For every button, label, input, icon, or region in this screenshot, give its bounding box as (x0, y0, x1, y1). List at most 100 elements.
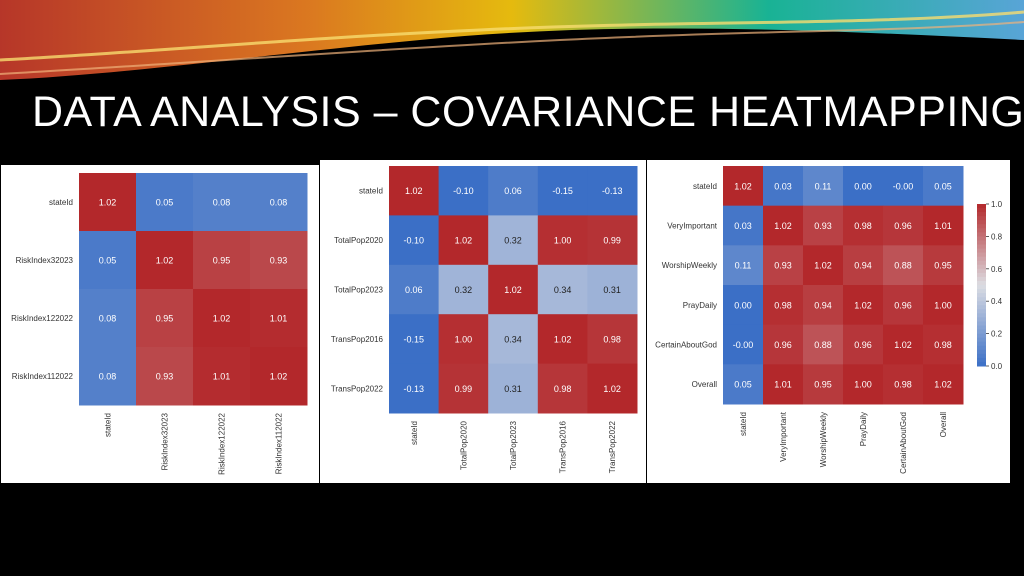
heatmap-cell (79, 173, 137, 232)
cell-value-label: 0.34 (504, 334, 522, 344)
heatmap-cell (79, 231, 137, 290)
heatmap-cell (883, 285, 924, 326)
cell-value-label: -0.00 (893, 181, 914, 191)
cell-value-label: -0.13 (602, 186, 623, 196)
colorbar-segment (977, 357, 986, 363)
heatmap-cell (250, 347, 308, 406)
x-tick-label: RiskIndex122022 (218, 412, 227, 474)
heatmap-cell (136, 173, 194, 232)
heatmap-cell (763, 245, 804, 286)
cell-value-label: 0.95 (934, 261, 952, 271)
colorbar-segment (977, 212, 986, 217)
colorbar-segment (977, 349, 986, 355)
heatmap-risk-index: 1.02 0.05 0.08 0.08 0.05 1.02 0.95 0.93 0.08 0.95… (11, 173, 308, 475)
heatmap-cell (923, 324, 964, 365)
colorbar-tick-label: 0.8 (991, 232, 1003, 241)
heatmap-cell (136, 231, 194, 290)
colorbar-segment (977, 305, 986, 310)
heatmap-cell (389, 314, 440, 365)
heatmap-cell (723, 324, 764, 365)
cell-value-label: 1.00 (554, 236, 572, 246)
heatmap-cell (923, 245, 964, 286)
colorbar-segment (977, 280, 986, 286)
cell-value-label: 1.01 (270, 314, 288, 324)
cell-value-label: 0.96 (894, 221, 912, 231)
heatmap-cell (923, 166, 964, 207)
cell-value-label: 0.08 (213, 198, 231, 208)
heatmap-cell (723, 285, 764, 326)
x-tick-label: Overall (939, 412, 948, 438)
heatmap-cell (389, 264, 440, 315)
slide-title: DATA ANALYSIS – COVARIANCE HEATMAPPING (32, 88, 1024, 136)
heatmap-cell (763, 166, 804, 207)
colorbar-segment (977, 293, 986, 298)
heatmap-cell (136, 347, 194, 406)
cell-value-label: 0.34 (554, 285, 572, 295)
heatmap-cell (843, 166, 884, 207)
colorbar-segment (977, 329, 986, 335)
heatmap-religion: 1.02 0.03 0.11 0.00 -0.00 0.05 0.03 1.02 0.93 0.9… (655, 166, 1003, 474)
cell-value-label: -0.15 (552, 186, 573, 196)
cell-value-label: 1.02 (270, 372, 288, 382)
heatmap-cell (250, 173, 308, 232)
cell-value-label: 1.02 (156, 256, 174, 266)
cell-value-label: 0.94 (854, 261, 872, 271)
cell-value-label: 1.00 (455, 334, 473, 344)
cell-value-label: 1.02 (455, 236, 473, 246)
heatmap-cell (537, 215, 588, 266)
colorbar-segment (977, 276, 986, 282)
heatmap-cell (136, 289, 194, 348)
heatmap-panel-religion: 1.02 0.03 0.11 0.00 -0.00 0.05 0.03 1.02 0.93 0.9… (647, 160, 1010, 483)
cell-value-label: 0.98 (554, 384, 572, 394)
cell-value-label: 1.02 (894, 340, 912, 350)
heatmap-cell (79, 347, 137, 406)
decorative-banner (0, 0, 1024, 80)
y-tick-label: CertainAboutGod (655, 341, 717, 350)
cell-value-label: 0.08 (99, 372, 117, 382)
heatmap-cell (587, 363, 638, 414)
y-tick-label: stateId (359, 187, 383, 196)
heatmap-cell (883, 205, 924, 246)
cell-value-label: 0.05 (934, 181, 952, 191)
colorbar-segment (977, 252, 986, 258)
heatmap-cell (723, 245, 764, 286)
cell-value-label: 0.05 (99, 256, 117, 266)
heatmap-cell (923, 285, 964, 326)
x-tick-label: TotalPop2020 (459, 420, 468, 469)
heatmap-cell (803, 166, 844, 207)
colorbar-segment (977, 317, 986, 322)
cell-value-label: 0.99 (603, 236, 621, 246)
heatmap-cell (587, 264, 638, 315)
cell-value-label: 1.02 (554, 334, 572, 344)
colorbar-segment (977, 208, 986, 213)
cell-value-label: 0.95 (156, 314, 174, 324)
y-tick-label: TotalPop2023 (334, 286, 383, 295)
y-tick-label: TransPop2016 (331, 335, 384, 344)
colorbar-tick-label: 0.2 (991, 330, 1003, 339)
colorbar-segment (977, 285, 986, 290)
cell-value-label: 0.00 (854, 181, 872, 191)
cell-value-label: 0.95 (814, 380, 832, 390)
cell-value-label: 1.00 (934, 300, 952, 310)
cell-value-label: 1.00 (854, 380, 872, 390)
cell-value-label: 0.98 (894, 380, 912, 390)
cell-value-label: 0.96 (854, 340, 872, 350)
colorbar-segment (977, 248, 986, 254)
colorbar-tick-label: 0.0 (991, 362, 1003, 371)
heatmap-cell (438, 363, 489, 414)
heatmap-cell (843, 245, 884, 286)
heatmap-panel-risk-index: 1.02 0.05 0.08 0.08 0.05 1.02 0.95 0.93 0.08 0.95… (1, 165, 319, 483)
y-tick-label: RiskIndex32023 (16, 256, 74, 265)
heatmap-cell (763, 285, 804, 326)
cell-value-label: 0.95 (213, 256, 231, 266)
cell-value-label: 1.02 (99, 198, 117, 208)
cell-value-label: 1.02 (734, 181, 752, 191)
y-tick-label: VeryImportant (667, 222, 718, 231)
colorbar-segment (977, 264, 986, 270)
colorbar-segment (977, 244, 986, 250)
x-tick-label: TransPop2016 (559, 420, 568, 473)
colorbar-segment (977, 236, 986, 241)
cell-value-label: 0.93 (156, 372, 174, 382)
cell-value-label: 0.93 (270, 256, 288, 266)
colorbar-segment (977, 228, 986, 233)
